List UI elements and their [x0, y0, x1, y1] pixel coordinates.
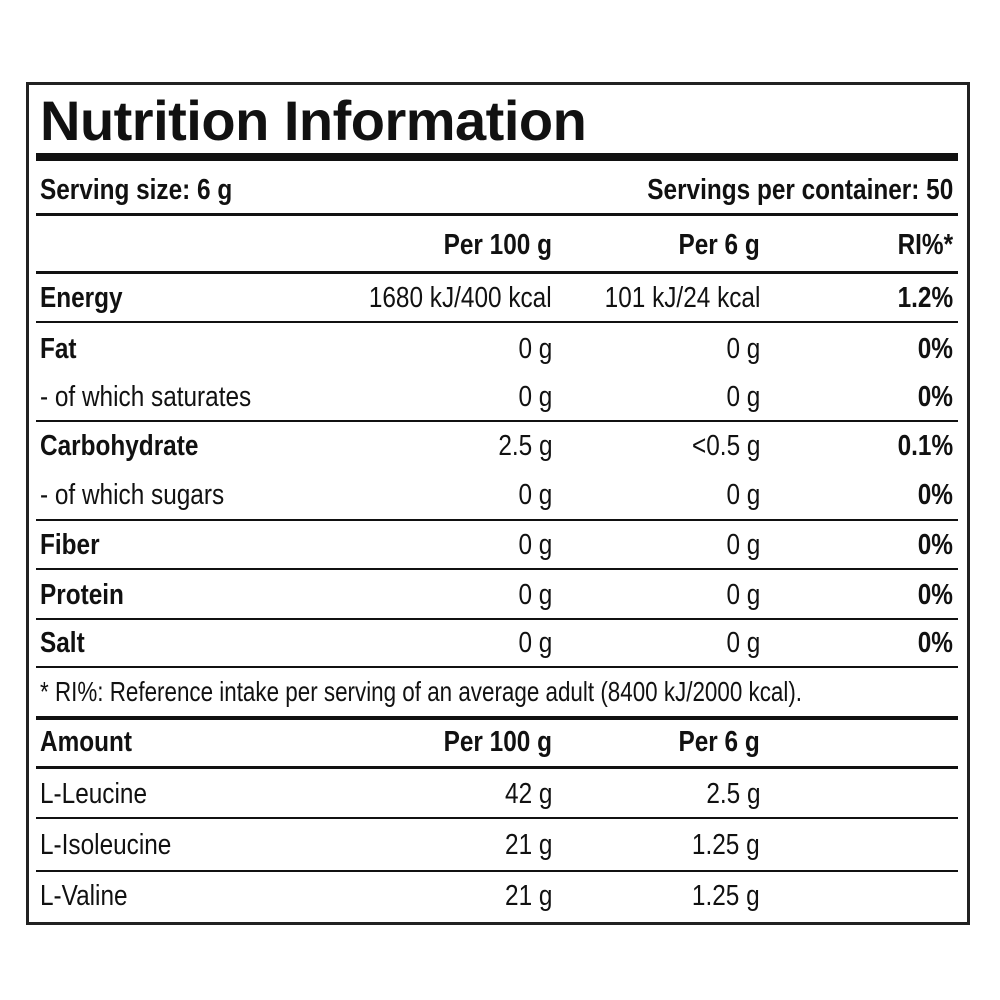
- divider: [36, 618, 958, 620]
- amount-header-per-100g: Per 100 g: [443, 726, 552, 758]
- nutrient-row: Salt 0 g 0 g 0%: [0, 623, 1000, 663]
- amino-acid-name: L-Leucine: [40, 778, 147, 810]
- divider: [36, 519, 958, 521]
- nutrient-per-100g: 1680 kJ/400 kcal: [369, 282, 552, 314]
- nutrient-row: Energy 1680 kJ/400 kcal 101 kJ/24 kcal 1…: [0, 278, 1000, 318]
- serving-row: Serving size: 6 g Servings per container…: [0, 170, 1000, 210]
- servings-per-container: Servings per container: 50: [647, 174, 953, 206]
- header-ri: RI%*: [897, 229, 953, 261]
- nutrient-name: Energy: [40, 282, 123, 314]
- amino-acid-per-100g: 42 g: [504, 778, 552, 810]
- nutrient-row: Protein 0 g 0 g 0%: [0, 575, 1000, 615]
- nutrient-name: - of which sugars: [40, 479, 225, 511]
- nutrient-per-6g: 0 g: [726, 579, 760, 611]
- divider: [36, 213, 958, 216]
- divider: [36, 420, 958, 422]
- nutrient-per-6g: 101 kJ/24 kcal: [604, 282, 760, 314]
- amino-acid-per-6g: 2.5 g: [705, 778, 760, 810]
- nutrient-per-6g: <0.5 g: [691, 430, 760, 462]
- header-per-6g: Per 6 g: [678, 229, 760, 261]
- amount-header-per-6g: Per 6 g: [678, 726, 760, 758]
- nutrient-name: Fiber: [40, 529, 100, 561]
- nutrient-row: - of which saturates 0 g 0 g 0%: [0, 377, 1000, 417]
- divider: [36, 870, 958, 872]
- nutrient-per-100g: 2.5 g: [497, 430, 552, 462]
- nutrient-name: - of which saturates: [40, 381, 252, 413]
- divider: [36, 568, 958, 570]
- nutrient-name: Carbohydrate: [40, 430, 199, 462]
- nutrient-ri: 0%: [917, 529, 953, 561]
- nutrient-per-6g: 0 g: [726, 529, 760, 561]
- nutrient-per-6g: 0 g: [726, 381, 760, 413]
- nutrient-row: Carbohydrate 2.5 g <0.5 g 0.1%: [0, 426, 1000, 466]
- nutrient-per-100g: 0 g: [518, 333, 552, 365]
- label-title: Nutrition Information: [40, 89, 587, 152]
- nutrient-per-100g: 0 g: [518, 381, 552, 413]
- header-per-100g: Per 100 g: [443, 229, 552, 261]
- nutrient-row: Fat 0 g 0 g 0%: [0, 329, 1000, 369]
- divider: [36, 666, 958, 668]
- nutrient-ri: 0%: [917, 333, 953, 365]
- divider: [36, 716, 958, 720]
- amino-acid-per-100g: 21 g: [504, 829, 552, 861]
- nutrient-ri: 0%: [917, 479, 953, 511]
- divider: [36, 321, 958, 323]
- amino-acid-row: L-Isoleucine 21 g 1.25 g: [0, 825, 1000, 865]
- nutrient-per-100g: 0 g: [518, 529, 552, 561]
- divider: [36, 153, 958, 161]
- divider: [36, 766, 958, 769]
- amino-acid-per-6g: 1.25 g: [692, 829, 760, 861]
- nutrient-row: - of which sugars 0 g 0 g 0%: [0, 475, 1000, 515]
- amount-header-row: Amount Per 100 g Per 6 g: [0, 722, 1000, 762]
- nutrient-per-100g: 0 g: [518, 479, 552, 511]
- footnote-row: * RI%: Reference intake per serving of a…: [0, 672, 1000, 712]
- divider: [36, 271, 958, 274]
- nutrient-per-6g: 0 g: [726, 627, 760, 659]
- footnote: * RI%: Reference intake per serving of a…: [40, 676, 803, 707]
- nutrient-per-6g: 0 g: [726, 333, 760, 365]
- amino-acid-name: L-Valine: [40, 880, 128, 912]
- nutrient-ri: 0%: [917, 627, 953, 659]
- serving-size: Serving size: 6 g: [40, 174, 233, 206]
- amino-acid-name: L-Isoleucine: [40, 829, 172, 861]
- nutrition-label-border: [26, 82, 970, 925]
- nutrient-ri: 0%: [917, 381, 953, 413]
- amino-acid-per-100g: 21 g: [504, 880, 552, 912]
- header-row: Per 100 g Per 6 g RI%*: [0, 225, 1000, 265]
- amino-acid-per-6g: 1.25 g: [692, 880, 760, 912]
- nutrient-ri: 1.2%: [897, 282, 953, 314]
- nutrient-per-100g: 0 g: [518, 627, 552, 659]
- nutrient-ri: 0%: [917, 579, 953, 611]
- nutrient-name: Salt: [40, 627, 85, 659]
- divider: [36, 817, 958, 819]
- nutrient-name: Protein: [40, 579, 124, 611]
- amino-acid-row: L-Leucine 42 g 2.5 g: [0, 774, 1000, 814]
- nutrient-ri: 0.1%: [897, 430, 953, 462]
- nutrient-row: Fiber 0 g 0 g 0%: [0, 525, 1000, 565]
- nutrient-name: Fat: [40, 333, 77, 365]
- amino-acid-row: L-Valine 21 g 1.25 g: [0, 876, 1000, 916]
- nutrient-per-100g: 0 g: [518, 579, 552, 611]
- nutrient-per-6g: 0 g: [726, 479, 760, 511]
- amount-header: Amount: [40, 726, 133, 758]
